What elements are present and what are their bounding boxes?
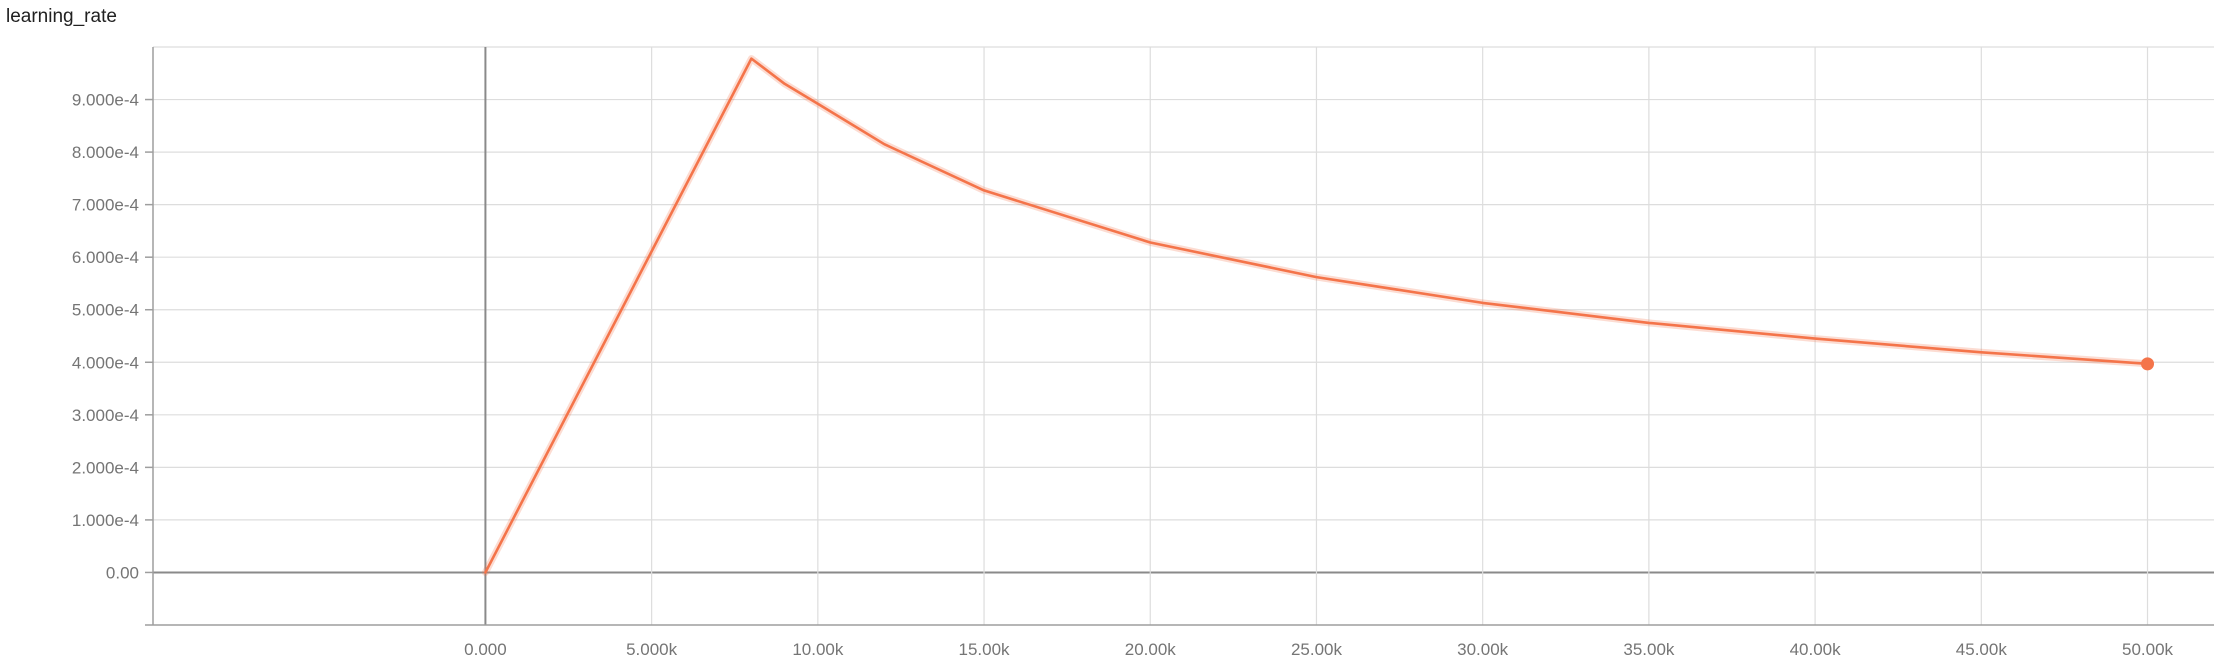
x-tick-label: 35.00k: [1623, 640, 1675, 659]
y-tick-label: 6.000e-4: [72, 248, 139, 267]
x-tick-label: 30.00k: [1457, 640, 1509, 659]
last-point-marker: [2141, 357, 2155, 371]
x-tick-label: 10.00k: [792, 640, 844, 659]
y-tick-label: 4.000e-4: [72, 353, 139, 372]
y-tick-labels: 0.00 1.000e-4 2.000e-4 3.000e-4 4.000e-4 5.00…: [72, 91, 153, 626]
x-tick-labels: 0.000 5.000k 10.00k 15.00k 20.00k 25.00k 30.00…: [464, 640, 2173, 659]
grid-lines: [153, 46, 2214, 625]
axes: [152, 47, 2214, 626]
series-layer: [481, 55, 2155, 576]
y-tick-label: 5.000e-4: [72, 301, 139, 320]
y-tick-label: 1.000e-4: [72, 511, 139, 530]
x-tick-label: 15.00k: [959, 640, 1011, 659]
y-tick-label: 9.000e-4: [72, 91, 139, 110]
y-tick-label: 3.000e-4: [72, 406, 139, 425]
x-tick-label: 5.000k: [626, 640, 678, 659]
series-line: [484, 57, 2149, 574]
x-tick-label: 40.00k: [1790, 640, 1842, 659]
x-tick-label: 20.00k: [1125, 640, 1177, 659]
y-tick-label: 0.00: [106, 563, 139, 582]
x-tick-label: 50.00k: [2122, 640, 2174, 659]
x-tick-label: 25.00k: [1291, 640, 1343, 659]
x-tick-label: 0.000: [464, 640, 507, 659]
chart-title: learning_rate: [6, 6, 117, 27]
x-tick-label: 45.00k: [1956, 640, 2008, 659]
y-tick-label: 7.000e-4: [72, 196, 139, 215]
y-tick-label: 8.000e-4: [72, 143, 139, 162]
y-tick-label: 2.000e-4: [72, 458, 139, 477]
